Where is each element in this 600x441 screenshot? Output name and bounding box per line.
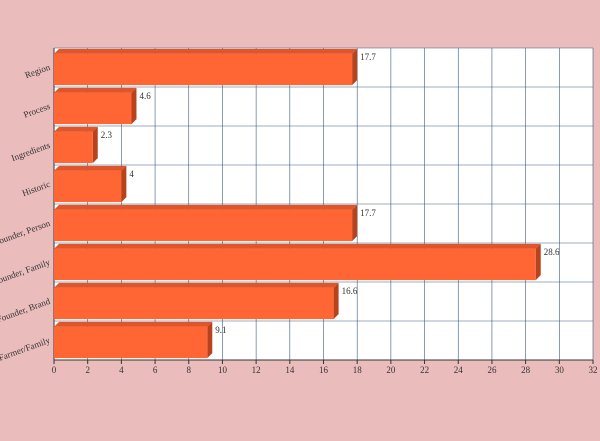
bar	[54, 209, 353, 242]
y-tick-label: Region	[24, 62, 52, 80]
x-tick-label: 2	[85, 365, 90, 375]
x-tick-label: 16	[319, 365, 329, 375]
y-tick-label: Founder, Person	[0, 218, 52, 248]
value-label: 4	[129, 169, 134, 179]
bar	[54, 170, 122, 203]
x-tick-label: 22	[420, 365, 429, 375]
bar-side	[92, 126, 98, 164]
x-tick-label: 20	[386, 365, 396, 375]
bar	[54, 326, 208, 359]
value-label: 17.7	[360, 52, 376, 62]
bar-top	[54, 204, 358, 210]
y-tick-label: Process	[22, 101, 52, 120]
x-tick-label: 6	[153, 365, 158, 375]
bar	[54, 92, 132, 125]
y-tick-label: Ingredients	[10, 140, 52, 163]
bar-side	[535, 243, 541, 281]
value-label: 28.6	[544, 247, 560, 257]
bar-top	[54, 282, 339, 288]
bar	[54, 287, 334, 320]
bar	[54, 53, 353, 86]
value-label: 2.3	[101, 130, 113, 140]
x-tick-label: 4	[119, 365, 124, 375]
x-tick-label: 0	[52, 365, 57, 375]
x-tick-label: 12	[252, 365, 261, 375]
x-tick-label: 18	[353, 365, 363, 375]
x-tick-label: 10	[218, 365, 228, 375]
value-label: 9.1	[215, 325, 226, 335]
bar-side	[131, 87, 137, 125]
bar-top	[54, 321, 213, 327]
bar-side	[333, 282, 339, 320]
x-tick-label: 24	[454, 365, 464, 375]
bar	[54, 248, 536, 281]
value-label: 17.7	[360, 208, 376, 218]
bar-side	[352, 48, 358, 86]
bar-top	[54, 126, 98, 132]
x-tick-label: 28	[521, 365, 531, 375]
bar-top	[54, 87, 137, 93]
x-tick-label: 26	[487, 365, 497, 375]
bar-top	[54, 48, 358, 54]
x-tick-label: 32	[589, 365, 598, 375]
y-tick-label: Founder, Brand	[0, 296, 52, 325]
x-tick-label: 30	[555, 365, 565, 375]
bar	[54, 131, 93, 164]
x-tick-label: 14	[285, 365, 295, 375]
bar-side	[352, 204, 358, 242]
x-tick-label: 8	[187, 365, 192, 375]
y-tick-label: Farmer/Family	[0, 335, 52, 363]
y-tick-label: Founder, Family	[0, 257, 52, 287]
bar-side	[207, 321, 213, 359]
bar-side	[121, 165, 127, 203]
value-label: 16.6	[342, 286, 358, 296]
y-tick-label: Historic	[21, 179, 52, 198]
bar-top	[54, 165, 127, 171]
value-label: 4.6	[139, 91, 151, 101]
bar-top	[54, 243, 541, 249]
